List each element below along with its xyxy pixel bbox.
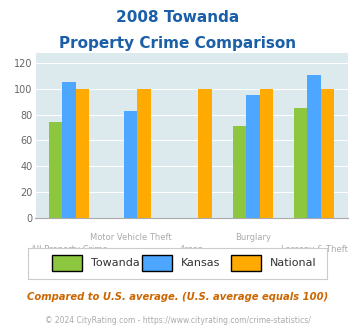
Bar (294, 108, 307, 218)
Text: All Property Crime: All Property Crime (31, 245, 108, 254)
Bar (137, 89, 151, 218)
Text: Burglary: Burglary (235, 233, 271, 242)
Bar (307, 75, 321, 218)
Text: 2008 Towanda: 2008 Towanda (116, 10, 239, 25)
Text: Arson: Arson (180, 245, 204, 254)
Bar (62, 82, 76, 218)
Bar (260, 89, 273, 218)
Bar (233, 126, 246, 218)
Text: © 2024 CityRating.com - https://www.cityrating.com/crime-statistics/: © 2024 CityRating.com - https://www.city… (45, 316, 310, 325)
Text: Kansas: Kansas (180, 258, 220, 268)
FancyBboxPatch shape (52, 255, 82, 271)
Text: Compared to U.S. average. (U.S. average equals 100): Compared to U.S. average. (U.S. average … (27, 292, 328, 302)
FancyBboxPatch shape (142, 255, 171, 271)
Bar (198, 89, 212, 218)
Text: Property Crime Comparison: Property Crime Comparison (59, 36, 296, 51)
FancyBboxPatch shape (231, 255, 261, 271)
Bar (76, 89, 89, 218)
Text: National: National (270, 258, 317, 268)
Text: Towanda: Towanda (91, 258, 140, 268)
Text: Motor Vehicle Theft: Motor Vehicle Theft (89, 233, 171, 242)
Bar (321, 89, 334, 218)
Bar (124, 111, 137, 218)
Text: Larceny & Theft: Larceny & Theft (281, 245, 348, 254)
Bar (49, 122, 62, 218)
Bar (246, 95, 260, 218)
